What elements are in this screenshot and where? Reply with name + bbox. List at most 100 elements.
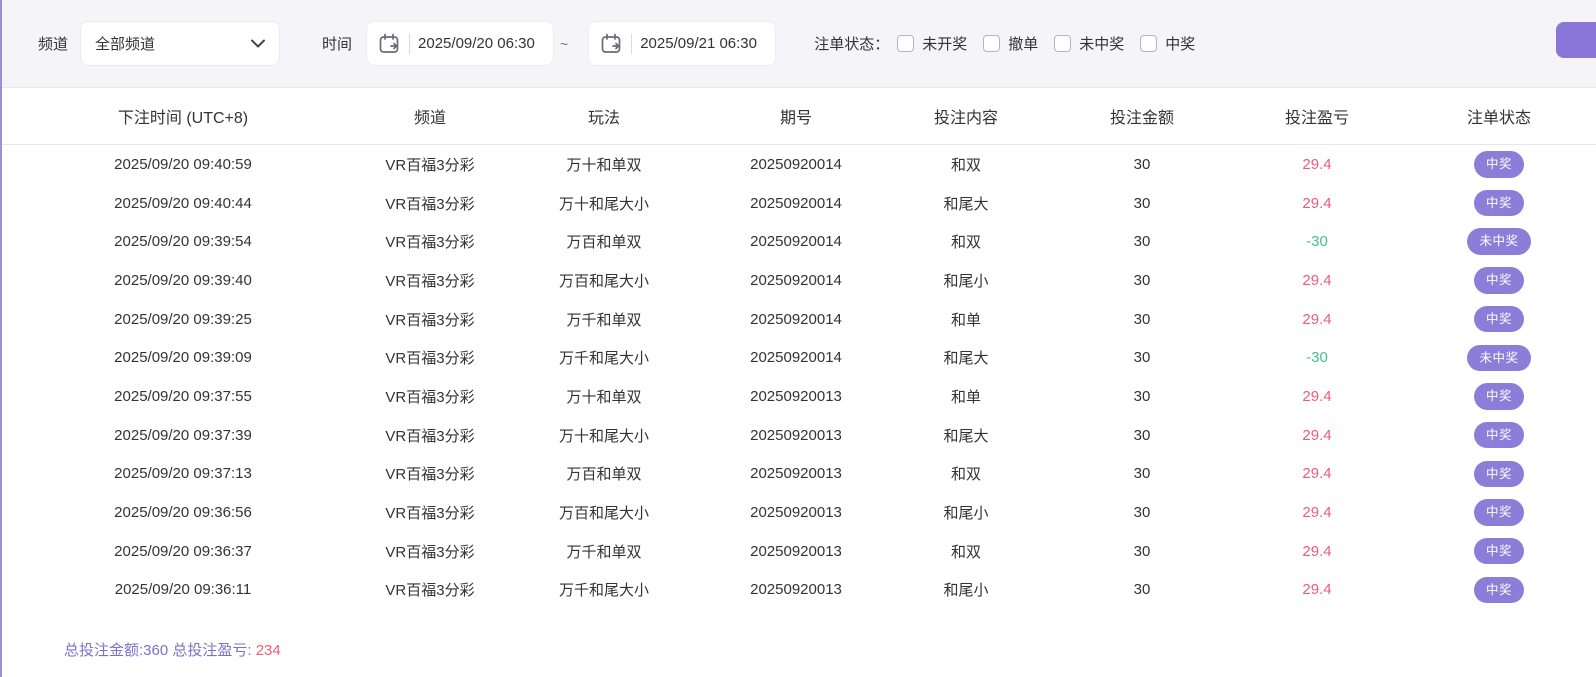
status-badge: 中奖 (1473, 305, 1524, 333)
date-to-value: 2025/09/21 06:30 (640, 35, 757, 52)
cell-status: 中奖 (1402, 421, 1596, 449)
cell-channel: VR百福3分彩 (385, 311, 475, 329)
date-to-input[interactable]: 2025/09/21 06:30 (588, 21, 777, 66)
cell-status: 中奖 (1402, 383, 1596, 410)
cell-status: 未中奖 (1402, 228, 1596, 255)
cell-bet-time: 2025/09/20 09:37:39 (114, 426, 252, 444)
cell-profit: 29.4 (1302, 581, 1332, 599)
checkbox-icon[interactable] (1140, 35, 1158, 52)
checkbox-icon[interactable] (897, 35, 915, 52)
cell-play: 万千和尾大小 (558, 582, 649, 600)
cell-channel: VR百福3分彩 (385, 388, 475, 406)
checkbox-label: 未中奖 (1079, 36, 1125, 53)
cell-bet-time: 2025/09/20 09:37:55 (114, 387, 252, 405)
cell-content: 和双 (950, 543, 981, 561)
input-divider (409, 33, 411, 54)
status-badge: 未中奖 (1467, 344, 1531, 372)
date-from-input[interactable]: 2025/09/20 06:30 (366, 21, 555, 66)
chevron-down-icon (251, 39, 266, 48)
input-divider (631, 33, 633, 54)
cell-profit: 29.4 (1302, 271, 1332, 289)
cell-play: 万十和单双 (566, 156, 642, 174)
cell-profit: 29.4 (1302, 542, 1332, 560)
cell-status: 中奖 (1402, 460, 1596, 488)
table-row: 2025/09/20 09:36:11 VR百福3分彩 万千和尾大小 20250… (2, 571, 1596, 610)
cell-content: 和单 (950, 311, 981, 329)
cell-content: 和双 (950, 156, 981, 174)
cell-bet-time: 2025/09/20 09:39:54 (114, 233, 252, 251)
channel-select[interactable]: 全部频道 (80, 21, 281, 66)
total-profit-label: 总投注盈亏: (172, 642, 252, 660)
cell-status: 中奖 (1402, 537, 1596, 565)
cell-profit: 29.4 (1302, 504, 1332, 522)
cell-channel: VR百福3分彩 (385, 350, 475, 368)
cell-play: 万百和单双 (566, 466, 642, 484)
checkbox-icon[interactable] (1054, 35, 1072, 52)
cell-amount: 30 (1133, 542, 1151, 560)
checkbox-won[interactable]: 中奖 (1140, 33, 1195, 54)
col-header-bet-time: 下注时间 (UTC+8) (117, 110, 249, 127)
table-row: 2025/09/20 09:40:59 VR百福3分彩 万十和单双 202509… (2, 145, 1596, 184)
cell-bet-time: 2025/09/20 09:36:37 (114, 542, 252, 560)
cell-play: 万千和单双 (566, 311, 642, 329)
cell-bet-time: 2025/09/20 09:36:11 (114, 581, 252, 599)
col-header-channel: 频道 (413, 110, 446, 127)
filter-action-button[interactable] (1556, 22, 1596, 58)
cell-channel: VR百福3分彩 (385, 582, 475, 600)
cell-channel: VR百福3分彩 (385, 543, 475, 561)
cell-status: 中奖 (1402, 576, 1596, 604)
cell-play: 万百和尾大小 (558, 272, 649, 290)
cell-profit: 29.4 (1302, 426, 1332, 444)
cell-play: 万十和单双 (566, 388, 642, 406)
cell-profit: -30 (1306, 349, 1328, 367)
cell-amount: 30 (1133, 349, 1151, 367)
cell-bet-time: 2025/09/20 09:39:25 (114, 310, 252, 328)
checkbox-cancelled[interactable]: 撤单 (983, 33, 1038, 54)
summary-bar: 总投注金额:360 总投注盈亏: 234 (2, 639, 1596, 660)
status-badge: 中奖 (1473, 151, 1524, 178)
cell-content: 和双 (950, 234, 981, 252)
checkbox-not-won[interactable]: 未中奖 (1054, 33, 1124, 54)
cell-issue: 20250920014 (750, 155, 842, 173)
checkbox-label: 中奖 (1165, 36, 1196, 53)
cell-status: 中奖 (1402, 151, 1596, 178)
status-badge: 中奖 (1473, 499, 1524, 526)
col-header-amount: 投注金额 (1109, 110, 1174, 127)
channel-label: 频道 (38, 36, 69, 53)
cell-content: 和尾小 (943, 505, 989, 523)
status-badge: 中奖 (1473, 421, 1524, 449)
calendar-icon (377, 32, 401, 56)
cell-status: 未中奖 (1402, 344, 1596, 372)
filter-bar: 频道 全部频道 时间 2025/09/20 06:30 ~ (2, 0, 1596, 88)
cell-play: 万百和单双 (566, 234, 642, 252)
cell-content: 和尾大 (943, 195, 989, 213)
table-row: 2025/09/20 09:39:25 VR百福3分彩 万千和单双 202509… (2, 300, 1596, 339)
cell-channel: VR百福3分彩 (385, 156, 475, 174)
table-body: 2025/09/20 09:40:59 VR百福3分彩 万十和单双 202509… (2, 145, 1596, 609)
cell-channel: VR百福3分彩 (385, 195, 475, 213)
date-from-value: 2025/09/20 06:30 (418, 35, 535, 52)
table-row: 2025/09/20 09:37:39 VR百福3分彩 万十和尾大小 20250… (2, 416, 1596, 455)
cell-channel: VR百福3分彩 (385, 272, 475, 290)
cell-profit: 29.4 (1302, 310, 1332, 328)
calendar-icon (599, 32, 623, 56)
cell-content: 和尾小 (943, 272, 989, 290)
cell-amount: 30 (1133, 504, 1151, 522)
col-header-status: 注单状态 (1466, 110, 1531, 127)
table-row: 2025/09/20 09:37:13 VR百福3分彩 万百和单双 202509… (2, 455, 1596, 494)
cell-amount: 30 (1133, 194, 1151, 212)
checkbox-icon[interactable] (983, 35, 1001, 52)
checkbox-not-drawn[interactable]: 未开奖 (897, 33, 967, 54)
cell-content: 和尾小 (943, 582, 989, 600)
date-range-separator: ~ (560, 35, 569, 52)
cell-amount: 30 (1133, 387, 1151, 405)
cell-amount: 30 (1133, 465, 1151, 483)
cell-status: 中奖 (1402, 305, 1596, 333)
bet-status-checkbox-group: 未开奖 撤单 未中奖 中奖 (897, 33, 1211, 54)
cell-content: 和尾大 (943, 350, 989, 368)
bet-status-label: 注单状态： (814, 36, 890, 53)
cell-issue: 20250920014 (750, 194, 842, 212)
cell-bet-time: 2025/09/20 09:40:59 (114, 155, 252, 173)
status-badge: 中奖 (1473, 189, 1524, 217)
cell-issue: 20250920013 (750, 465, 842, 483)
